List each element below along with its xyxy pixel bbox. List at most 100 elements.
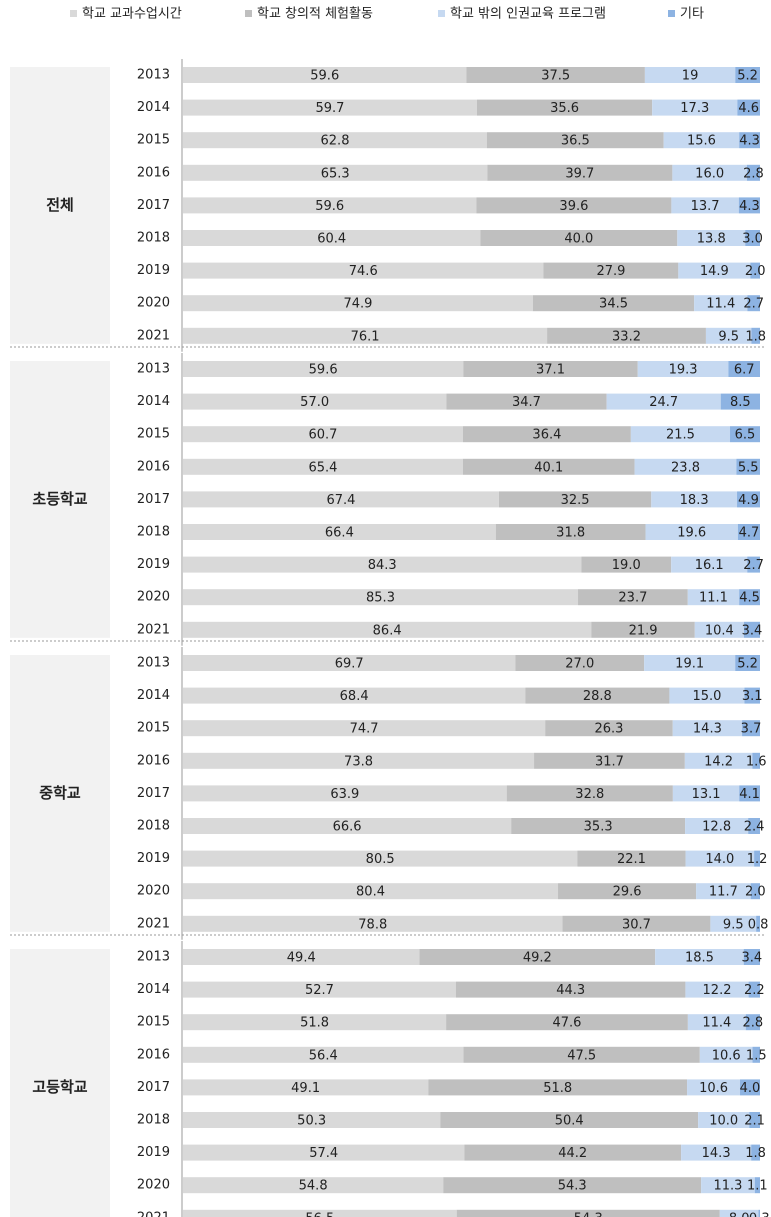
value-label: 40.0 [564,232,593,247]
value-label: 60.7 [309,428,338,443]
value-label: 5.2 [737,69,758,84]
bar-segment [419,949,656,965]
value-label: 3.7 [741,722,762,737]
bar-segment [183,1177,444,1194]
bar-segment [681,1144,752,1161]
value-label: 9.5 [718,329,739,344]
legend-swatch [668,10,675,17]
year-label: 2019 [137,263,170,278]
value-label: 32.8 [575,787,604,802]
value-label: 23.8 [671,460,700,475]
bar-segment [463,361,638,377]
year-label: 2017 [137,198,170,213]
bar-segment [672,720,743,737]
bar-segment [183,524,496,540]
bar-segment [183,1079,429,1096]
bar-segment [751,1144,760,1161]
bar-segment [183,589,579,606]
year-label: 2019 [137,1145,170,1160]
year-label: 2015 [137,133,170,148]
value-label: 85.3 [366,591,395,606]
bar-segment [606,393,721,410]
value-label: 6.7 [734,363,755,378]
value-label: 9.5 [723,917,744,932]
bar-segment [183,1014,447,1031]
bar-segment [735,67,760,83]
value-label: 3.1 [742,689,763,704]
year-label: 2020 [137,296,170,311]
group-label: 중학교 [39,784,81,802]
bar-segment [480,230,678,246]
year-label: 2015 [137,721,170,736]
bar-segment [183,393,447,410]
year-label: 2018 [137,1113,170,1128]
value-label: 35.6 [550,101,579,116]
bar-segment [699,1046,753,1063]
bar-segment [752,1046,760,1063]
value-label: 30.7 [622,917,651,932]
value-label: 51.8 [300,1016,329,1031]
value-label: 34.7 [512,395,541,410]
bar-segment [737,524,760,540]
year-label: 2016 [137,459,170,474]
bar-segment [694,295,748,312]
bar-segment [739,132,760,149]
bar-segment [685,818,749,834]
bar-segment [637,361,729,377]
group-panel [10,67,110,344]
bar-segment [720,393,760,410]
year-label: 2017 [137,1080,170,1095]
bar-segment [486,132,664,149]
bar-segment [183,720,546,737]
bar-segment [463,1046,700,1063]
bar-segment [183,981,456,998]
value-label: 37.1 [536,363,565,378]
value-label: 78.8 [358,917,387,932]
value-label: 84.3 [368,558,397,573]
legend-swatch [438,10,445,17]
value-label: 50.3 [297,1114,326,1129]
bar-segment [677,230,746,246]
value-label: 73.8 [344,754,373,769]
year-label: 2014 [137,100,170,115]
value-label: 14.0 [705,852,734,867]
value-label: 10.0 [709,1114,738,1129]
bar-segment [183,132,487,149]
bar-segment [525,687,670,704]
bar-segment [455,981,686,998]
year-label: 2021 [137,916,170,931]
bar-segment [754,1177,760,1194]
value-label: 13.7 [691,199,720,214]
value-label: 18.3 [680,493,709,508]
value-label: 11.4 [702,1016,731,1031]
bar-segment [651,491,738,508]
value-label: 1.6 [746,754,767,769]
bar-segment [183,785,507,802]
value-label: 2.0 [745,264,766,279]
value-label: 33.2 [612,329,641,344]
value-label: 0.8 [748,917,769,932]
value-label: 19 [682,69,699,84]
bar-segment [743,621,760,638]
value-label: 14.3 [702,1146,731,1161]
bar-segment [747,556,760,573]
year-label: 2019 [137,851,170,866]
bar-segment [671,556,748,573]
bar-segment [671,197,739,214]
bar-segment [687,1014,746,1031]
bar-segment [476,197,672,214]
bar-segment [652,99,738,116]
bar-segment [515,655,645,671]
bar-segment [466,67,645,83]
value-label: 19.0 [612,558,641,573]
bar-segment [511,818,686,834]
bar-segment [743,949,760,965]
bar-segment [744,687,760,704]
bar-segment [746,164,760,181]
value-label: 35.3 [584,820,613,835]
value-label: 65.4 [308,460,337,475]
value-label: 54.3 [574,1211,603,1217]
value-label: 4.1 [739,787,760,802]
value-label: 14.2 [704,754,733,769]
bar-segment [183,327,548,344]
